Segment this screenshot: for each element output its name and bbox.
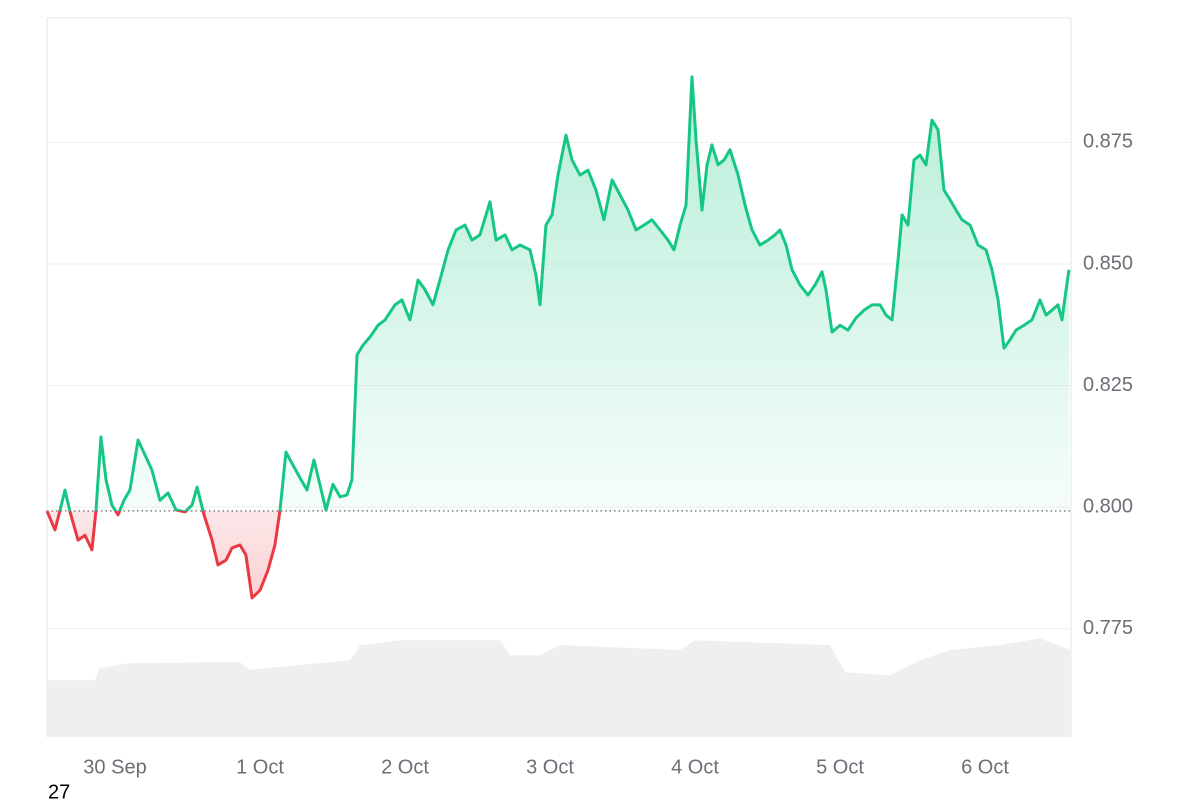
price-area: [47, 76, 1069, 598]
corner-label: 27: [48, 781, 70, 800]
marks: [45, 75, 1071, 600]
y-tick-label: 0.800: [1083, 495, 1133, 517]
x-tick-label: 1 Oct: [236, 756, 284, 778]
y-tick-label: 0.775: [1083, 617, 1133, 639]
price-line: [45, 75, 1071, 600]
volume-area: [47, 638, 1071, 737]
x-tick-label: 3 Oct: [526, 756, 574, 778]
labels: 0.775 0.800 0.825 0.850 0.875 30 Sep 1 Oct 2 Oc…: [83, 131, 1133, 779]
x-tick-label: 5 Oct: [816, 756, 864, 778]
y-tick-label: 0.825: [1083, 374, 1133, 396]
x-tick-label: 6 Oct: [961, 756, 1009, 778]
volume: [47, 638, 1071, 737]
x-tick-label: 30 Sep: [83, 756, 146, 778]
x-tick-label: 4 Oct: [671, 756, 719, 778]
y-tick-label: 0.850: [1083, 252, 1133, 274]
y-tick-label: 0.875: [1083, 131, 1133, 153]
x-tick-label: 2 Oct: [381, 756, 429, 778]
